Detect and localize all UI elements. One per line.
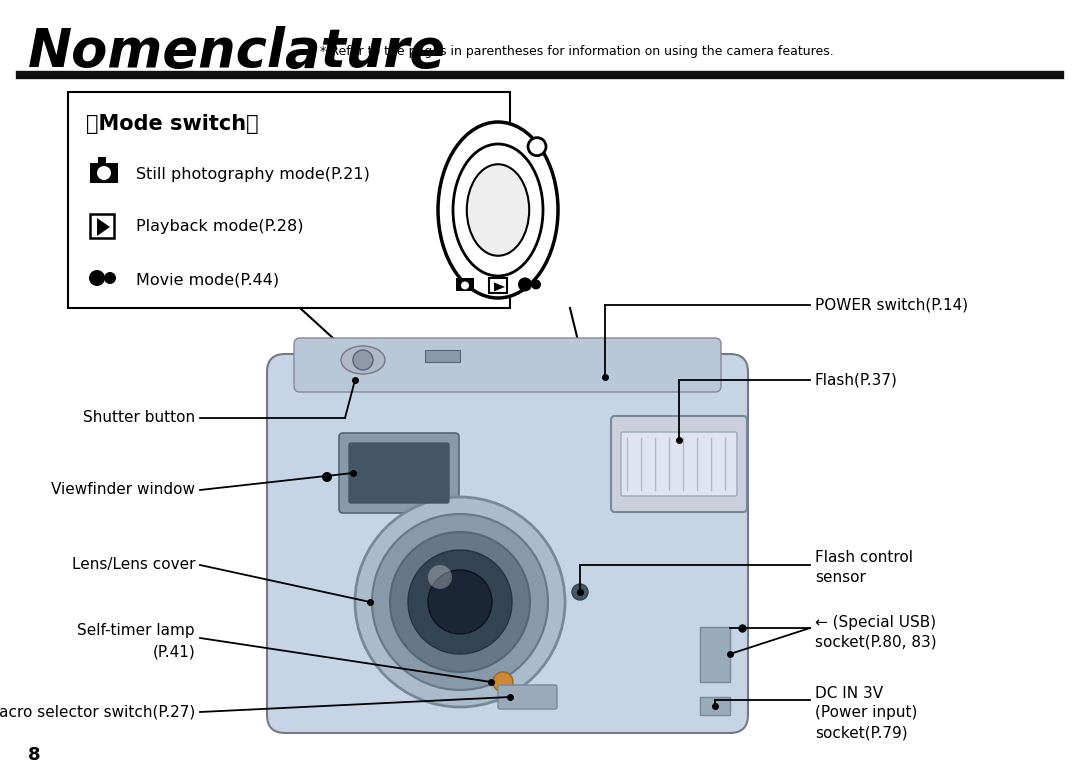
Text: 【Mode switch】: 【Mode switch】 — [86, 114, 258, 134]
Text: Nomenclature: Nomenclature — [28, 26, 446, 78]
Text: socket(P.80, 83): socket(P.80, 83) — [815, 635, 936, 650]
FancyBboxPatch shape — [294, 338, 721, 392]
Bar — [90, 163, 118, 183]
Circle shape — [372, 514, 548, 690]
Circle shape — [428, 565, 453, 589]
Bar — [489, 279, 507, 293]
Bar — [700, 697, 730, 715]
Text: Flash(P.37): Flash(P.37) — [815, 372, 897, 387]
Text: DC IN 3V: DC IN 3V — [815, 685, 883, 701]
Text: 8: 8 — [28, 746, 41, 764]
Bar — [700, 627, 730, 682]
FancyBboxPatch shape — [498, 685, 557, 709]
Text: POWER switch(P.14): POWER switch(P.14) — [815, 297, 968, 313]
Bar — [98, 157, 106, 164]
Text: ← (Special USB): ← (Special USB) — [815, 615, 936, 629]
Text: Viewfinder window: Viewfinder window — [51, 483, 195, 497]
Text: socket(P.79): socket(P.79) — [815, 726, 907, 740]
Circle shape — [531, 279, 541, 289]
Circle shape — [355, 497, 565, 707]
Text: * Refer to the pages in parentheses for information on using the camera features: * Refer to the pages in parentheses for … — [320, 46, 834, 58]
Bar — [426, 350, 460, 362]
Circle shape — [97, 166, 111, 180]
Circle shape — [89, 270, 105, 286]
Text: Self-timer lamp: Self-timer lamp — [78, 622, 195, 638]
FancyBboxPatch shape — [621, 432, 737, 496]
Circle shape — [461, 282, 469, 289]
Ellipse shape — [453, 144, 543, 276]
Bar — [68, 92, 510, 308]
Circle shape — [518, 278, 532, 292]
Text: Still photography mode(P.21): Still photography mode(P.21) — [136, 167, 369, 182]
Circle shape — [104, 272, 116, 284]
Circle shape — [353, 350, 373, 370]
Polygon shape — [97, 218, 110, 236]
Circle shape — [428, 570, 492, 634]
Text: sensor: sensor — [815, 570, 866, 586]
Text: Lens/Lens cover: Lens/Lens cover — [71, 557, 195, 573]
Text: Macro selector switch(P.27): Macro selector switch(P.27) — [0, 705, 195, 719]
Text: (P.41): (P.41) — [152, 645, 195, 660]
Ellipse shape — [341, 346, 384, 374]
Circle shape — [528, 137, 546, 156]
FancyBboxPatch shape — [267, 354, 748, 733]
Circle shape — [492, 672, 513, 692]
Circle shape — [390, 532, 530, 672]
Circle shape — [322, 472, 332, 482]
Circle shape — [572, 584, 588, 600]
Text: (Power input): (Power input) — [815, 705, 917, 720]
Bar — [456, 279, 474, 292]
Text: Shutter button: Shutter button — [83, 411, 195, 425]
Text: Flash control: Flash control — [815, 550, 913, 566]
FancyBboxPatch shape — [339, 433, 459, 513]
Bar — [90, 214, 114, 238]
Text: Playback mode(P.28): Playback mode(P.28) — [136, 220, 303, 234]
Polygon shape — [494, 282, 505, 292]
FancyBboxPatch shape — [349, 443, 449, 503]
Text: Movie mode(P.44): Movie mode(P.44) — [136, 272, 279, 287]
Ellipse shape — [438, 122, 558, 298]
FancyBboxPatch shape — [611, 416, 747, 512]
Ellipse shape — [467, 165, 529, 256]
Circle shape — [408, 550, 512, 654]
